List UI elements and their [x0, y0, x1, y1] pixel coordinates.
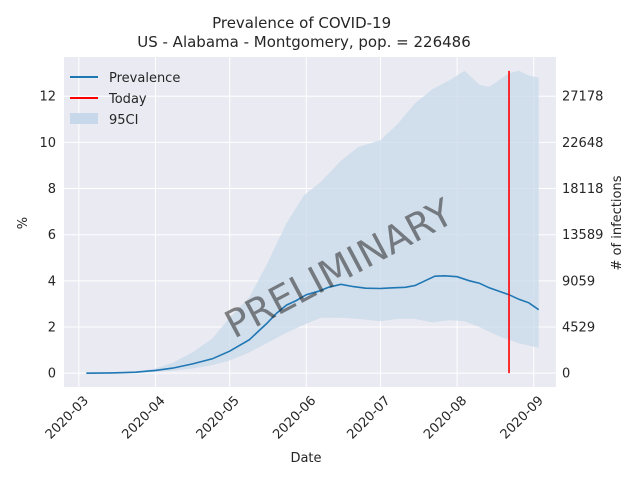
chart-title: Prevalence of COVID-19 US - Alabama - Mo… — [137, 14, 471, 51]
y-tick-label-right: 0 — [562, 367, 570, 382]
x-tick-label: 2020-04 — [120, 393, 169, 442]
y-tick-label-right: 18118 — [562, 182, 603, 197]
x-tick-label: 2020-09 — [498, 393, 547, 442]
y-tick-labels-left: 0 2 4 6 8 10 12 — [39, 90, 56, 382]
legend-label-today: Today — [108, 92, 147, 107]
y-tick-label-left: 0 — [48, 367, 56, 382]
x-tick-label: 2020-07 — [344, 393, 393, 442]
ci-band — [86, 70, 539, 374]
y-tick-label-right: 9059 — [562, 274, 595, 289]
y-axis-label-left: % — [16, 217, 31, 229]
y-tick-label-left: 12 — [39, 90, 56, 105]
legend-label-95ci: 95CI — [109, 113, 138, 128]
chart-title-line1: Prevalence of COVID-19 — [212, 14, 391, 32]
y-tick-label-left: 6 — [48, 228, 56, 243]
x-axis-label: Date — [290, 451, 321, 466]
prevalence-line-layer — [86, 274, 540, 374]
x-tick-label: 2020-05 — [194, 393, 243, 442]
y-tick-label-right: 22648 — [562, 136, 603, 151]
y-tick-label-right: 4529 — [562, 321, 595, 336]
x-tick-labels: 2020-03 2020-04 2020-05 2020-06 2020-07 2020-… — [43, 393, 547, 442]
x-tick-label: 2020-06 — [270, 393, 319, 442]
y-tick-labels-right: 0 4529 9059 13589 18118 22648 27178 — [562, 90, 603, 382]
y-axis-label-right: # of infections — [610, 175, 625, 270]
prevalence-line — [86, 274, 540, 374]
legend: Prevalence Today 95CI — [70, 71, 180, 128]
legend-swatch-95ci — [70, 113, 98, 124]
y-tick-label-left: 10 — [39, 136, 56, 151]
y-tick-label-left: 2 — [48, 321, 56, 336]
ci-band-layer — [86, 70, 539, 374]
x-tick-label: 2020-08 — [421, 393, 470, 442]
y-tick-label-right: 13589 — [562, 228, 603, 243]
y-tick-label-right: 27178 — [562, 90, 603, 105]
chart-title-line2: US - Alabama - Montgomery, pop. = 226486 — [137, 33, 471, 51]
legend-label-prevalence: Prevalence — [109, 71, 180, 86]
y-tick-label-left: 4 — [48, 274, 56, 289]
y-tick-label-left: 8 — [48, 182, 56, 197]
x-tick-label: 2020-03 — [43, 393, 92, 442]
